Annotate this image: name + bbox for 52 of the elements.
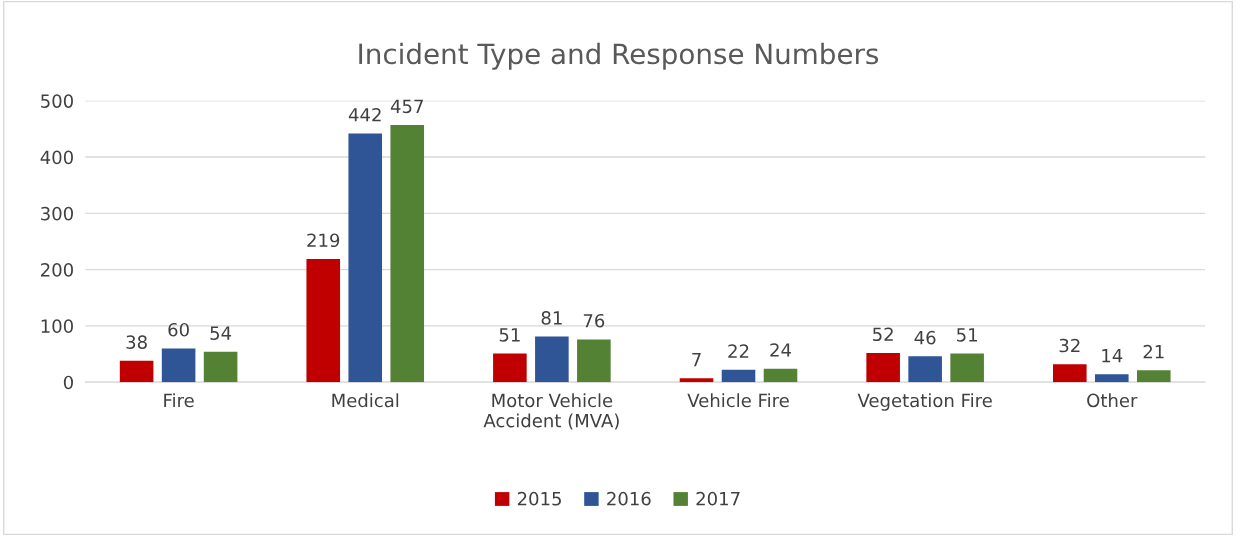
data-label: 14 — [1102, 349, 1123, 363]
bar — [390, 124, 425, 383]
data-label: 24 — [770, 343, 791, 357]
bar — [119, 360, 154, 383]
bar — [493, 353, 527, 383]
bar — [535, 336, 569, 383]
data-label: 7 — [692, 352, 701, 367]
bar — [1052, 364, 1087, 383]
y-tick-label: 200 — [41, 263, 73, 277]
bar — [763, 368, 798, 383]
data-label: 51 — [499, 328, 520, 342]
y-tick-label: 100 — [41, 319, 73, 333]
legend-label: 2015 — [517, 491, 561, 506]
bar — [679, 378, 714, 383]
data-label: 60 — [168, 322, 189, 337]
bar — [161, 348, 196, 383]
data-label: 21 — [1143, 344, 1164, 359]
bar — [348, 133, 383, 383]
x-tick-label: Other — [1087, 393, 1138, 408]
x-tick-label: Motor Vehicle Accident (MVA) — [483, 393, 619, 430]
data-label: 54 — [210, 326, 232, 340]
data-label: 51 — [957, 328, 977, 342]
data-label: 457 — [390, 99, 423, 114]
y-tick-label: 400 — [40, 150, 73, 165]
bar — [721, 369, 756, 383]
y-tick-label: 300 — [41, 206, 73, 221]
x-tick-label: Medical — [332, 393, 399, 408]
data-label: 38 — [126, 335, 147, 349]
x-tick-label: Vegetation Fire — [857, 393, 992, 411]
bar — [577, 339, 611, 383]
data-label: 22 — [728, 344, 749, 358]
data-label: 32 — [1059, 338, 1080, 353]
bar — [306, 258, 341, 383]
data-label: 76 — [583, 313, 605, 328]
y-tick-label: 500 — [41, 94, 73, 108]
chart-title: Incident Type and Response Numbers — [359, 42, 879, 70]
data-label: 81 — [541, 311, 562, 325]
data-label: 52 — [873, 327, 893, 342]
data-label: 46 — [914, 330, 936, 345]
bar — [203, 351, 238, 383]
bar — [908, 356, 942, 383]
x-tick-label: Vehicle Fire — [687, 393, 789, 408]
legend-label: 2016 — [607, 491, 651, 506]
bar — [950, 353, 984, 383]
y-tick-label: 0 — [63, 375, 73, 390]
data-label: 219 — [307, 233, 340, 248]
bar — [1136, 370, 1171, 383]
bar — [866, 352, 900, 383]
data-label: 442 — [348, 107, 381, 122]
legend-label: 2017 — [696, 491, 740, 506]
x-tick-label: Fire — [164, 393, 194, 408]
bar — [1094, 374, 1129, 383]
